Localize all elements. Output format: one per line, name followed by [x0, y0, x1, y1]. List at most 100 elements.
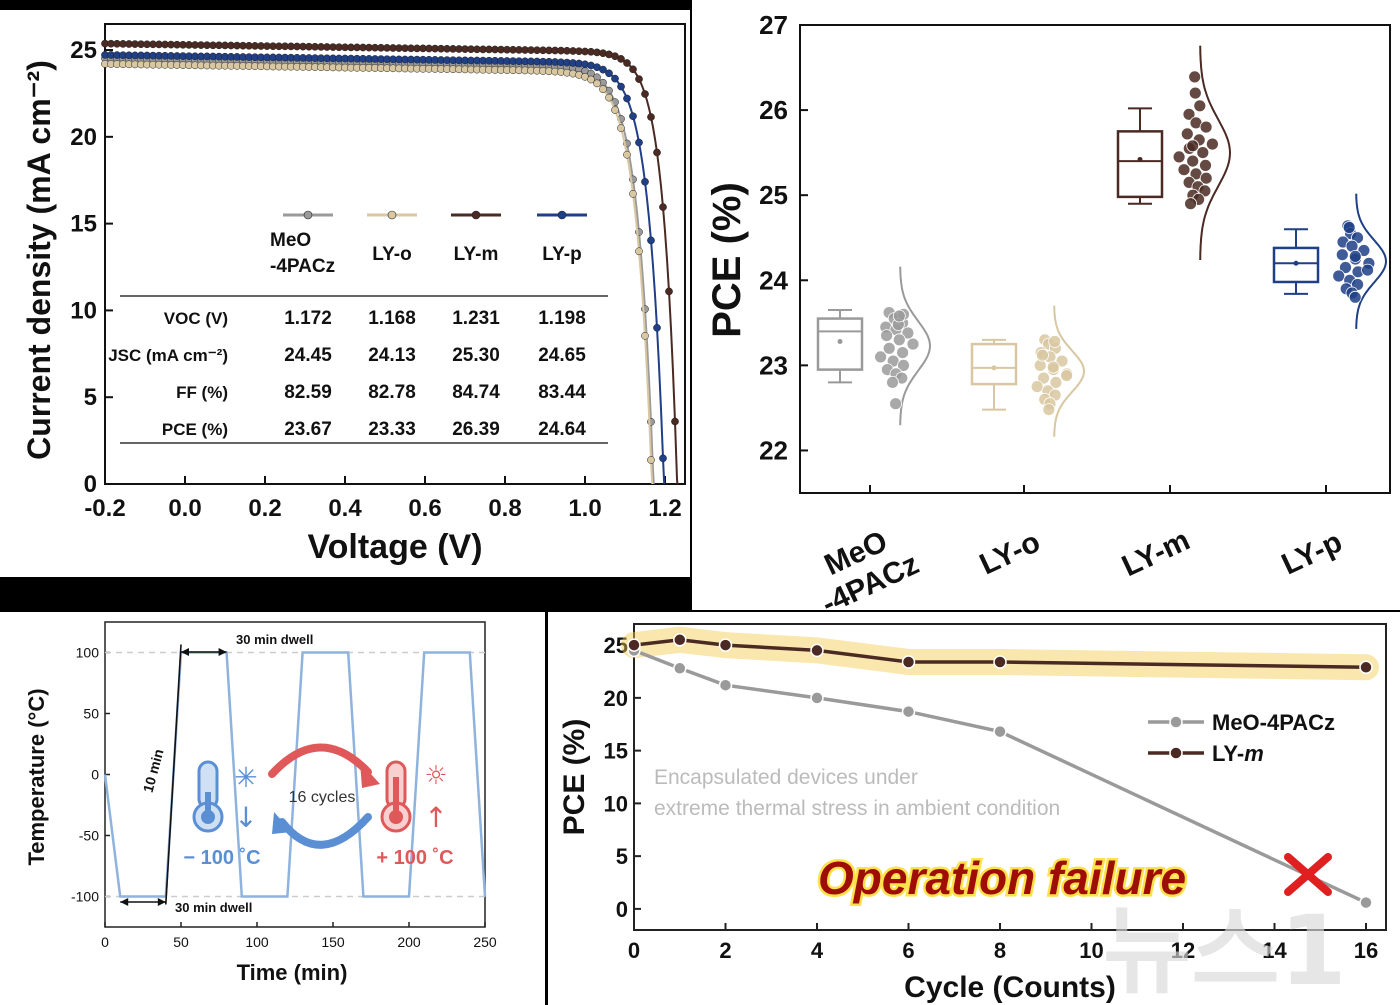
- stab-x-tick-label: 10: [1079, 938, 1103, 963]
- box-mean: [837, 339, 843, 345]
- box-chart: 22 23 24 25 26 27 MeO-4PACz LY-o LY-m LY-p PCE (%…: [705, 10, 1391, 610]
- box-data-point: [1186, 139, 1200, 153]
- stab-note-line-1: Encapsulated devices under: [654, 766, 918, 789]
- temp-x-tick-label: 200: [397, 934, 421, 950]
- stab-data-point: [1359, 895, 1373, 910]
- table-cell: 24.13: [368, 345, 416, 366]
- jv-x-tick-label: 0.8: [488, 495, 521, 522]
- jv-point: [605, 93, 613, 102]
- box-rect: [1272, 246, 1320, 284]
- jv-x-tick-label: 0.0: [168, 495, 201, 522]
- cycle-arrow-bottom-icon: [278, 813, 372, 849]
- arrowhead-icon: [120, 898, 129, 906]
- box-mean: [1137, 156, 1143, 162]
- snowflake-icon: ✳: [234, 761, 257, 794]
- box-data-point: [1055, 354, 1069, 368]
- table-cell: 26.39: [452, 419, 500, 440]
- box-data-point: [1199, 158, 1212, 172]
- jv-point: [653, 148, 661, 157]
- table-cell: 82.59: [284, 382, 332, 403]
- box-data-point: [1198, 184, 1212, 198]
- jv-point: [665, 287, 673, 296]
- jv-chart: -0.2 0.0 0.2 0.4 0.6 0.8 1.0 1.2 0 5 10 15 20 25 MeO -…: [21, 23, 686, 566]
- box-data-point: [897, 358, 910, 372]
- stab-legend-marker: [1169, 746, 1183, 760]
- jv-point: [653, 323, 661, 332]
- table-row-label: PCE (%): [162, 420, 228, 439]
- box-mean: [1293, 260, 1299, 266]
- stab-x-tick-label: 16: [1354, 938, 1378, 963]
- jv-point: [629, 189, 637, 198]
- stab-data-point: [673, 633, 687, 647]
- jv-point: [611, 74, 619, 83]
- stab-x-tick-label: 4: [811, 938, 824, 963]
- table-cell: 23.67: [284, 419, 332, 440]
- jv-point: [629, 65, 637, 74]
- stab-y-tick-label: 0: [616, 897, 628, 922]
- temp-y-tick-label: 50: [83, 706, 99, 722]
- stab-data-point: [810, 691, 824, 705]
- stab-panel: 0 2 4 6 8 10 12 14 16 0 5 10 15 20 25 MeO-4PACz LY-m En…: [548, 612, 1400, 1005]
- jv-x-tick-label: -0.2: [84, 495, 125, 522]
- table-row-label: FF (%): [176, 383, 228, 402]
- jv-point: [635, 75, 643, 83]
- box-y-tick-label: 25: [759, 180, 788, 210]
- cycle-arrow-top-head-icon: [360, 762, 380, 788]
- box-data-point: [1339, 261, 1352, 274]
- table-cell: 25.30: [452, 345, 500, 366]
- stab-x-tick-label: 2: [719, 938, 731, 963]
- table-cell: 84.74: [452, 382, 500, 403]
- jv-y-tick-label: 10: [70, 297, 97, 324]
- stab-data-point: [718, 638, 733, 652]
- box-category-label: LY-p: [1277, 525, 1347, 581]
- box-y-tick-label: 23: [759, 350, 788, 380]
- box-data-point: [874, 350, 888, 364]
- box-mean: [991, 365, 997, 371]
- jv-legend-label: LY-p: [542, 244, 581, 265]
- temp-x-tick-label: 150: [321, 934, 345, 950]
- stab-data-point: [901, 704, 916, 719]
- box-data-point: [1184, 197, 1198, 211]
- temp-x-tick-label: 0: [101, 934, 109, 950]
- box-data-point: [896, 346, 910, 360]
- box-data-point: [1206, 137, 1219, 151]
- jv-legend-marker: [387, 210, 397, 220]
- cycles-label: 16 cycles: [289, 789, 356, 806]
- box-data-point: [1180, 127, 1194, 141]
- jv-point: [641, 177, 649, 186]
- stab-data-point: [993, 724, 1007, 739]
- arrowhead-icon: [218, 648, 227, 656]
- table-cell: 83.44: [538, 382, 586, 403]
- box-data-point: [886, 375, 899, 389]
- box-rect: [1116, 130, 1164, 199]
- box-data-point: [1332, 269, 1346, 283]
- jv-y-tick-label: 20: [70, 124, 97, 151]
- stab-y-tick-label: 20: [604, 686, 628, 711]
- temp-x-tick-label: 50: [173, 934, 189, 950]
- box-rect: [816, 317, 864, 371]
- stab-note-line-2: extreme thermal stress in ambient condit…: [654, 797, 1060, 820]
- box-distribution-curve: [899, 266, 932, 426]
- jv-point: [587, 75, 595, 84]
- stab-y-axis-label: PCE (%): [558, 719, 591, 836]
- stab-data-point: [993, 655, 1007, 669]
- jv-point: [647, 113, 655, 121]
- stab-data-point: [718, 678, 733, 692]
- box-data-point: [1199, 171, 1213, 185]
- watermark: 뉴스1: [1103, 895, 1346, 1005]
- failure-cross-icon: [1284, 853, 1332, 896]
- stab-chart: 0 2 4 6 8 10 12 14 16 0 5 10 15 20 25 MeO-4PACz LY-m En…: [558, 623, 1387, 1005]
- box-data-point: [1060, 369, 1074, 383]
- box-data-point: [906, 337, 920, 351]
- jv-point: [599, 65, 607, 74]
- cold-arrow-icon: ↓: [234, 801, 257, 834]
- stab-x-tick-label: 0: [628, 938, 640, 963]
- jv-legend-label: -4PACz: [270, 256, 335, 277]
- box-frame: [799, 24, 1391, 494]
- box-data-point: [1188, 86, 1202, 100]
- jv-point: [671, 417, 679, 426]
- box-data-point: [880, 329, 894, 343]
- stab-y-tick-label: 5: [616, 844, 628, 869]
- jv-point: [605, 69, 613, 78]
